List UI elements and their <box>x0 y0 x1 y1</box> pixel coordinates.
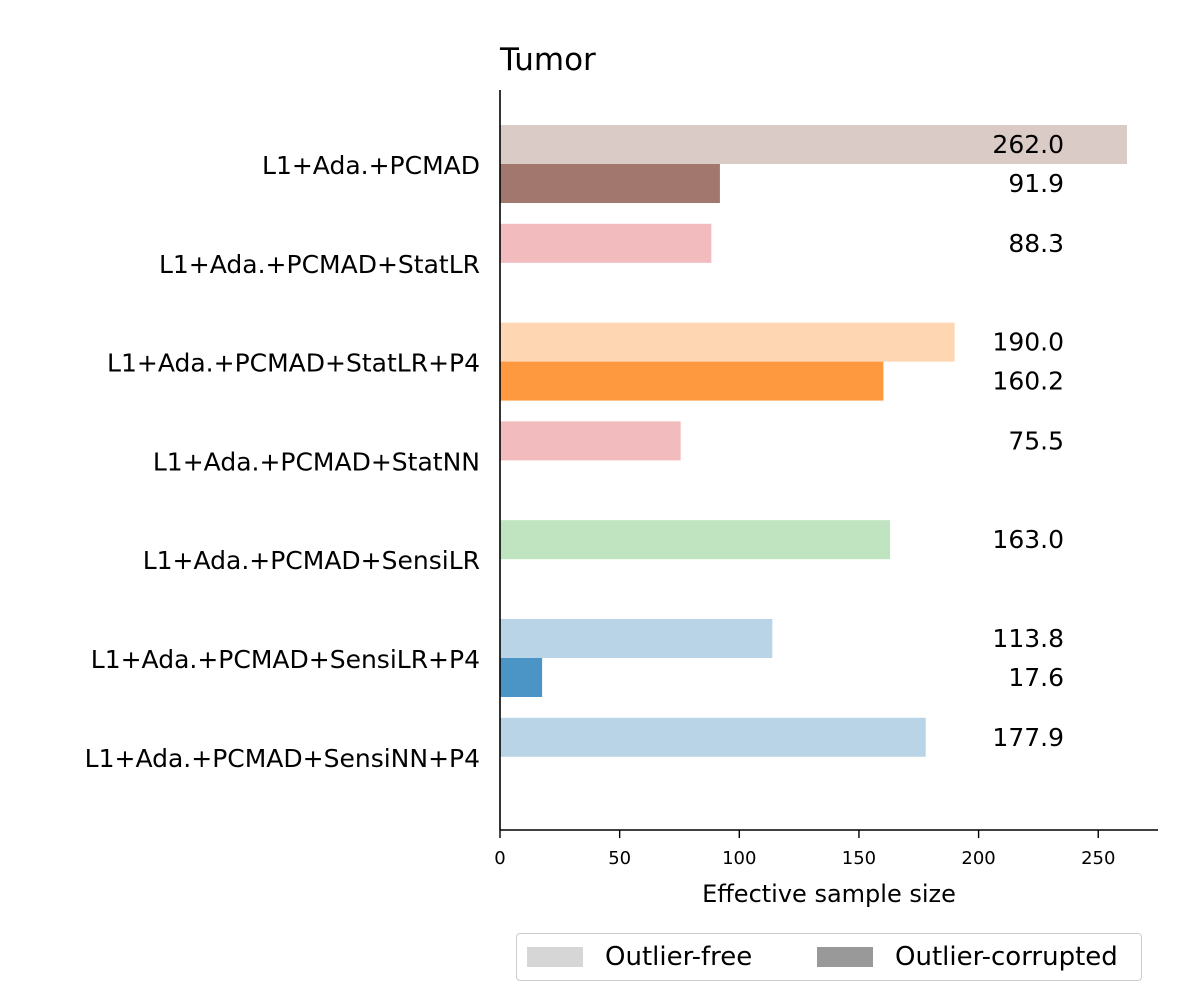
legend: Outlier-free Outlier-corrupted <box>516 933 1142 981</box>
category-label-l1-ada-pcmad-sensilr-p4: L1+Ada.+PCMAD+SensiLR+P4 <box>91 645 480 674</box>
value-label-outlier-free-l1-ada-pcmad-sensinn-p4: 177.9 <box>992 723 1064 752</box>
x-axis: 0 50 100 150 200 250 <box>494 829 1158 869</box>
bar-outlier-free-l1-ada-pcmad-statnn <box>500 421 681 461</box>
x-tick-label-0: 0 <box>494 848 505 869</box>
bar-outlier-free-l1-ada-pcmad-statlr-p4 <box>500 322 955 362</box>
value-label-outlier-corrupted-l1-ada-pcmad: 91.9 <box>1008 169 1064 198</box>
bar-outlier-free-l1-ada-pcmad-sensilr-p4 <box>500 619 773 658</box>
value-label-outlier-free-l1-ada-pcmad-statnn: 75.5 <box>1008 426 1064 455</box>
bar-outlier-corrupted-l1-ada-pcmad <box>500 164 720 203</box>
value-label-outlier-free-l1-ada-pcmad-sensilr-p4: 113.8 <box>992 624 1064 653</box>
legend-label-outlier-corrupted: Outlier-corrupted <box>895 942 1118 972</box>
bar-outlier-corrupted-l1-ada-pcmad-statlr-p4 <box>500 361 884 401</box>
category-label-l1-ada-pcmad-sensilr: L1+Ada.+PCMAD+SensiLR <box>143 546 480 575</box>
value-label-outlier-free-l1-ada-pcmad-statlr: 88.3 <box>1008 229 1064 258</box>
category-label-l1-ada-pcmad-statnn: L1+Ada.+PCMAD+StatNN <box>153 447 480 476</box>
x-tick-label-150: 150 <box>842 848 876 869</box>
x-tick-label-250: 250 <box>1081 848 1115 869</box>
bar-outlier-corrupted-l1-ada-pcmad-sensilr-p4 <box>500 658 543 697</box>
value-labels: 262.0 91.9 88.3 190.0 160.2 75.5 163.0 113.8 17.… <box>992 130 1064 752</box>
bar-outlier-free-l1-ada-pcmad-statlr <box>500 223 712 263</box>
legend-label-outlier-free: Outlier-free <box>605 942 753 972</box>
bar-outlier-free-l1-ada-pcmad <box>500 125 1127 164</box>
bar-outlier-free-l1-ada-pcmad-sensilr <box>500 520 891 560</box>
chart-title: Tumor <box>499 42 596 78</box>
legend-item-outlier-free: Outlier-free <box>527 934 752 980</box>
value-label-outlier-free-l1-ada-pcmad: 262.0 <box>992 130 1064 159</box>
bar-outlier-free-l1-ada-pcmad-sensinn-p4 <box>500 717 926 757</box>
category-label-l1-ada-pcmad-statlr: L1+Ada.+PCMAD+StatLR <box>159 250 480 279</box>
category-label-l1-ada-pcmad-statlr-p4: L1+Ada.+PCMAD+StatLR+P4 <box>107 349 480 378</box>
category-label-l1-ada-pcmad-sensinn-p4: L1+Ada.+PCMAD+SensiNN+P4 <box>85 744 480 773</box>
x-axis-label: Effective sample size <box>702 880 956 908</box>
category-labels: L1+Ada.+PCMAD L1+Ada.+PCMAD+StatLR L1+Ada.… <box>85 151 480 773</box>
bars-group <box>500 125 1127 757</box>
legend-item-outlier-corrupted: Outlier-corrupted <box>817 934 1118 980</box>
value-label-outlier-corrupted-l1-ada-pcmad-statlr-p4: 160.2 <box>992 367 1064 396</box>
value-label-outlier-free-l1-ada-pcmad-sensilr: 163.0 <box>992 525 1064 554</box>
legend-swatch-outlier-corrupted <box>817 947 873 967</box>
x-tick-label-100: 100 <box>722 848 756 869</box>
legend-swatch-outlier-free <box>527 947 583 967</box>
x-tick-label-50: 50 <box>608 848 631 869</box>
value-label-outlier-corrupted-l1-ada-pcmad-sensilr-p4: 17.6 <box>1008 663 1064 692</box>
x-tick-label-200: 200 <box>961 848 995 869</box>
value-label-outlier-free-l1-ada-pcmad-statlr-p4: 190.0 <box>992 328 1064 357</box>
category-label-l1-ada-pcmad: L1+Ada.+PCMAD <box>262 151 480 180</box>
